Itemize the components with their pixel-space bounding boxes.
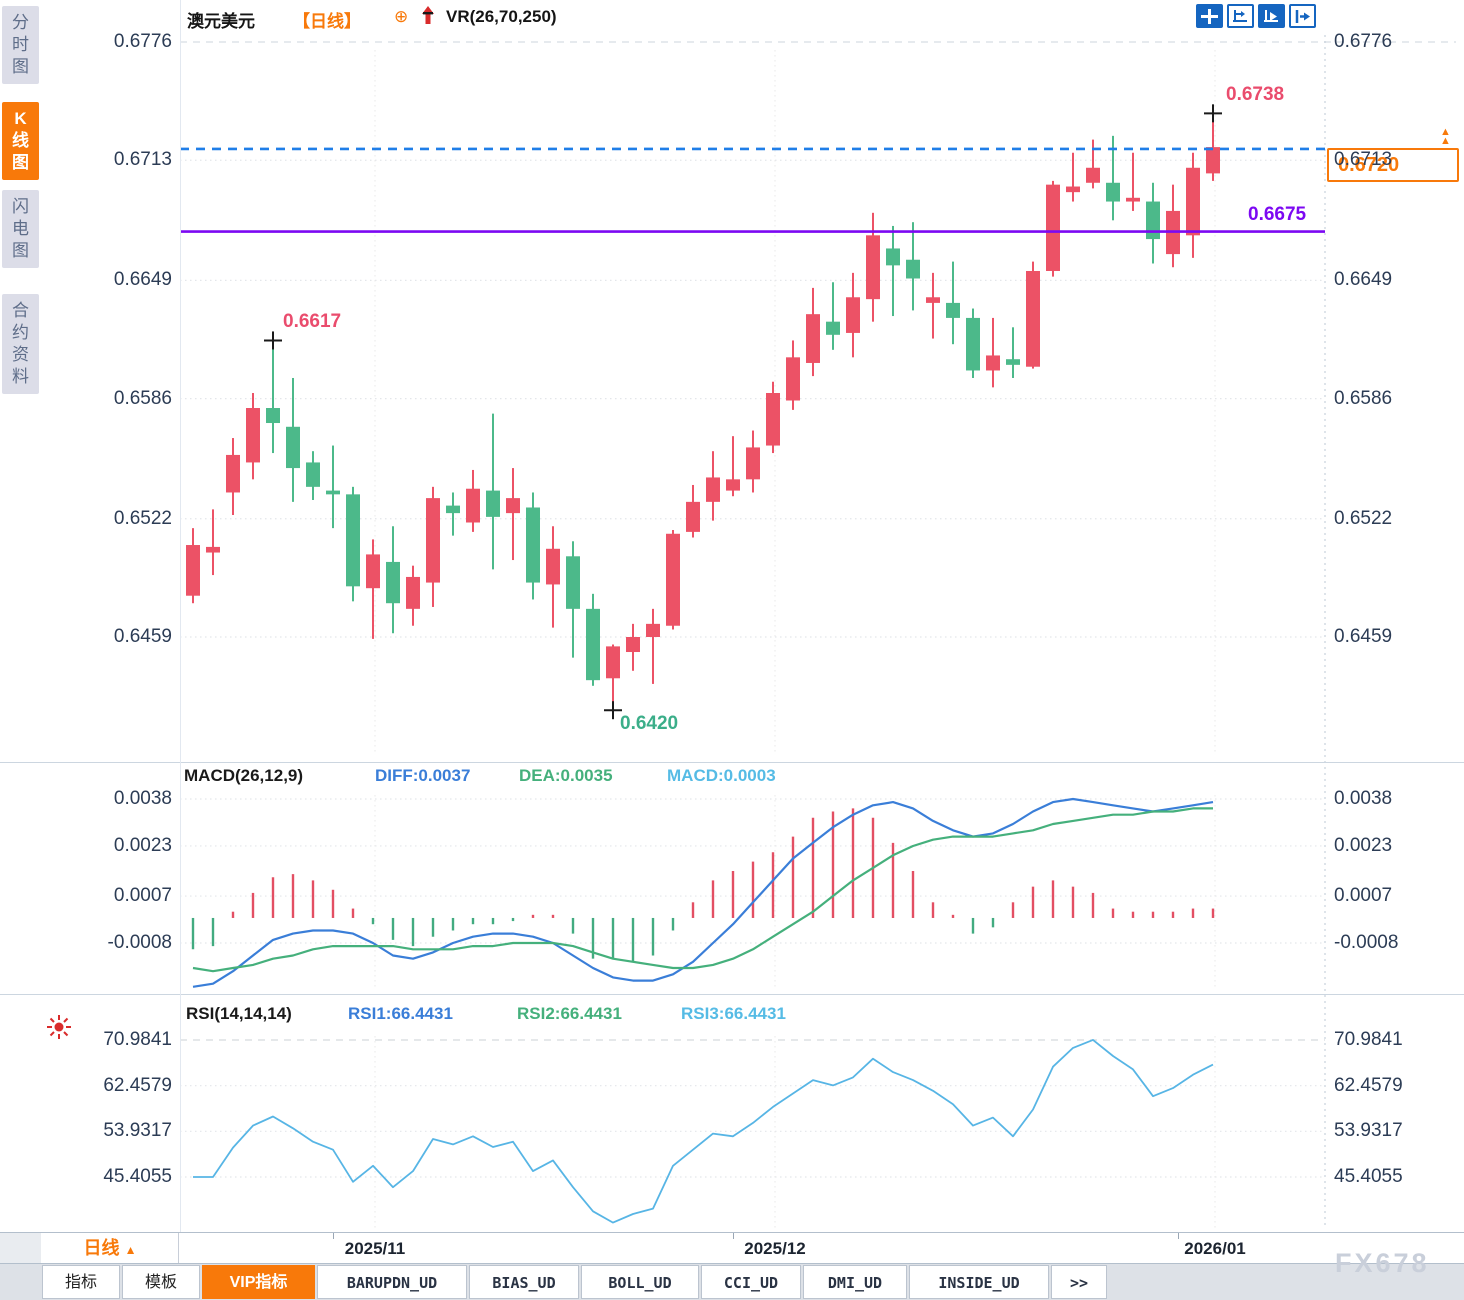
indicator-sun-icon[interactable] <box>45 1013 73 1046</box>
plot-left-border <box>180 0 181 1232</box>
rsi-axis-label: 62.4579 <box>1334 1074 1403 1096</box>
overlay-indicator-label: VR(26,70,250) <box>446 7 557 26</box>
rsi2-value: RSI2:66.4431 <box>517 1004 622 1023</box>
tab-boll_ud[interactable]: BOLL_UD <box>581 1265 699 1299</box>
price-axis-label: 0.6586 <box>113 387 172 409</box>
rsi3-value: RSI3:66.4431 <box>681 1004 786 1023</box>
rsi-params-label: RSI(14,14,14) <box>186 1004 292 1023</box>
date-axis-tick <box>733 1233 734 1239</box>
rsi-axis-label: 62.4579 <box>103 1074 172 1096</box>
auto-fit-icon[interactable] <box>1258 4 1285 28</box>
macd-dea-value: DEA:0.0035 <box>519 766 613 785</box>
date-axis-label: 2025/12 <box>744 1239 806 1258</box>
date-axis-tick <box>1178 1233 1179 1239</box>
annotation-swing-high: 0.6617 <box>283 311 342 332</box>
price-axis-label: 0.6459 <box>113 626 172 647</box>
price-axis-label: 0.6649 <box>113 269 172 291</box>
tab-barupdn_ud[interactable]: BARUPDN_UD <box>317 1265 467 1299</box>
sidebar-item-contract-info[interactable]: 合约资料 <box>2 294 39 394</box>
macd-axis-label: 0.0007 <box>113 885 172 907</box>
rsi-axis-label: 53.9317 <box>103 1120 172 1142</box>
indicator-tab-bar: 指标 模板 VIP指标 BARUPDN_UD BIAS_UD BOLL_UD CCI_UD D… <box>0 1264 1464 1300</box>
annotation-support-level: 0.6675 <box>1248 204 1307 225</box>
macd-axis-label: 0.0023 <box>1334 834 1393 856</box>
price-axis-label: 0.6713 <box>1334 149 1393 171</box>
rsi-axis-label: 70.9841 <box>1334 1029 1403 1050</box>
axes-zoom-icon[interactable] <box>1227 4 1254 28</box>
date-axis-label: 2025/11 <box>344 1239 406 1258</box>
circle-plus-icon[interactable]: ⊕ <box>394 7 409 26</box>
symbol-title: 澳元美元 <box>187 12 255 31</box>
date-axis-tick <box>333 1233 334 1239</box>
price-axis-label: 0.6459 <box>1334 626 1393 647</box>
red-up-arrow-icon <box>420 4 436 33</box>
tab-指标[interactable]: 指标 <box>42 1265 120 1299</box>
macd-axis-label: 0.0007 <box>1334 885 1393 907</box>
macd-diff-value: DIFF:0.0037 <box>375 766 471 785</box>
price-axis-label: 0.6649 <box>1334 269 1393 291</box>
tab-vip指标[interactable]: VIP指标 <box>202 1265 315 1299</box>
tab-bias_ud[interactable]: BIAS_UD <box>469 1265 579 1299</box>
rsi-axis-label: 45.4055 <box>103 1166 172 1187</box>
panel-separator <box>0 994 1464 995</box>
price-axis-label: 0.6776 <box>1334 31 1393 52</box>
sidebar-item-time-chart[interactable]: 分时图 <box>2 6 39 84</box>
price-axis-label: 0.6522 <box>113 507 172 529</box>
rsi1-value: RSI1:66.4431 <box>348 1004 453 1023</box>
date-axis: 日线 ▲ 2025/11 2025/12 2026/01 <box>0 1232 1464 1264</box>
macd-axis-label: -0.0008 <box>1334 932 1399 953</box>
date-axis-label: 2026/01 <box>1184 1239 1246 1258</box>
period-tag: 【日线】 <box>293 12 361 31</box>
pan-crosshair-icon[interactable] <box>1196 4 1223 28</box>
sidebar-item-flash-chart[interactable]: 闪电图 <box>2 190 39 268</box>
axis-corner <box>0 1233 41 1263</box>
tab-cci_ud[interactable]: CCI_UD <box>701 1265 801 1299</box>
macd-axis-label: 0.0038 <box>1334 788 1393 809</box>
period-dropdown-button[interactable]: 日线 ▲ <box>42 1233 179 1263</box>
rsi-axis-label: 53.9317 <box>1334 1120 1403 1142</box>
panel-separator <box>0 762 1464 763</box>
price-axis-label: 0.6713 <box>113 149 172 171</box>
rsi-axis-label: 45.4055 <box>1334 1166 1403 1187</box>
price-axis-label: 0.6522 <box>1334 507 1393 529</box>
rsi-axis-label: 70.9841 <box>103 1029 172 1050</box>
jump-to-latest-icon[interactable] <box>1289 4 1316 28</box>
macd-axis-label: 0.0023 <box>113 834 172 856</box>
macd-axis-label: -0.0008 <box>107 932 172 953</box>
current-price-box: 0.6720 <box>1327 148 1459 182</box>
price-axis-label: 0.6776 <box>113 31 172 52</box>
tab-dmi_ud[interactable]: DMI_UD <box>803 1265 907 1299</box>
tab-模板[interactable]: 模板 <box>122 1265 200 1299</box>
price-up-arrows-icon: ▲ ▲ <box>1440 126 1451 147</box>
watermark: FX678 <box>1335 1248 1430 1278</box>
macd-axis-label: 0.0038 <box>113 788 172 809</box>
macd-value: MACD:0.0003 <box>667 766 776 785</box>
triangle-up-icon: ▲ <box>124 1243 137 1257</box>
price-axis-label: 0.6586 <box>1334 387 1393 409</box>
sidebar-item-kline-chart[interactable]: K线图 <box>2 102 39 180</box>
tab-inside_ud[interactable]: INSIDE_UD <box>909 1265 1049 1299</box>
macd-params-label: MACD(26,12,9) <box>184 766 304 785</box>
annotation-low-price: 0.6420 <box>620 713 679 734</box>
tab->>[interactable]: >> <box>1051 1265 1107 1299</box>
annotation-high-price: 0.6738 <box>1226 84 1285 105</box>
